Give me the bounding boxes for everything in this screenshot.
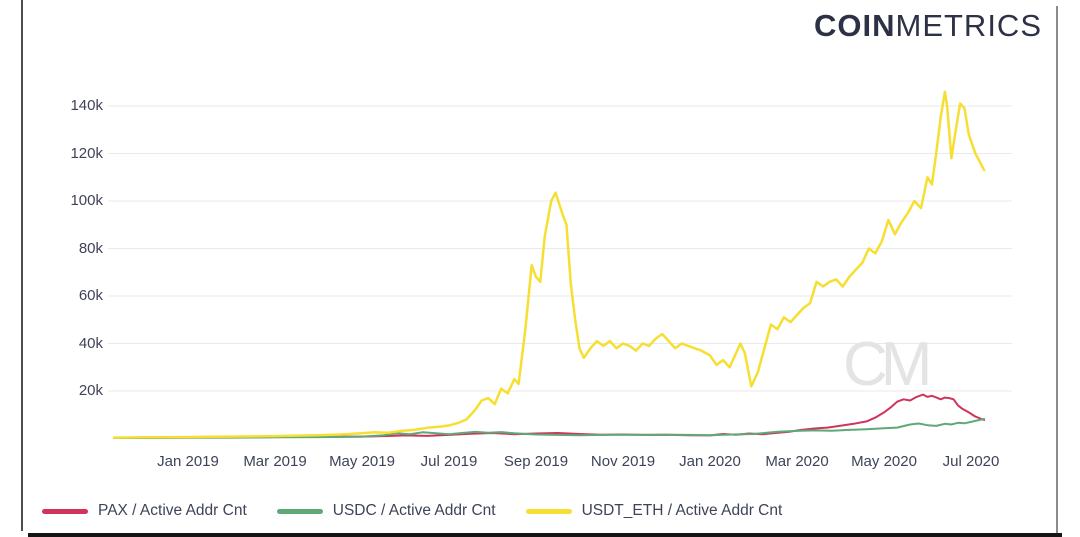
x-axis-tick-label: Jan 2019	[157, 453, 219, 470]
bottom-border-bar	[28, 533, 1062, 537]
x-axis-tick-label: May 2019	[329, 453, 395, 470]
x-axis-tick-label: Jul 2020	[942, 453, 1000, 470]
cm-watermark: CM	[843, 330, 932, 399]
left-border-line	[21, 0, 23, 531]
x-axis-tick-label: Jan 2020	[679, 453, 741, 470]
y-axis-tick-label: 40k	[78, 334, 103, 352]
x-axis-tick-label: Mar 2019	[243, 453, 307, 470]
legend-swatch	[42, 508, 88, 514]
series-line-usdt_eth[interactable]	[112, 90, 986, 439]
legend-item-usdt_eth[interactable]: USDT_ETH / Active Addr Cnt	[525, 502, 783, 520]
series-line-usdc[interactable]	[113, 418, 986, 439]
series-line-pax[interactable]	[113, 393, 986, 439]
chart-legend: PAX / Active Addr Cnt USDC / Active Addr …	[42, 502, 782, 520]
legend-item-pax[interactable]: PAX / Active Addr Cnt	[42, 502, 247, 520]
x-axis-tick-label: Mar 2020	[765, 453, 829, 470]
y-axis-tick-label: 80k	[78, 239, 103, 257]
legend-swatch	[276, 508, 323, 514]
y-axis-tick-label: 140k	[70, 97, 103, 114]
y-axis-tick-label: 20k	[78, 382, 103, 399]
x-axis-tick-label: May 2020	[851, 453, 917, 470]
y-axis-tick-label: 60k	[78, 287, 103, 304]
y-axis-tick-label: 120k	[70, 144, 103, 162]
x-axis-tick-label: Nov 2019	[590, 453, 656, 470]
legend-label: USDT_ETH / Active Addr Cnt	[581, 502, 783, 519]
y-axis-tick-label: 100k	[70, 192, 103, 209]
legend-swatch	[525, 508, 572, 514]
coinmetrics-logo: COINMETRICS	[814, 8, 1042, 44]
legend-label: PAX / Active Addr Cnt	[98, 502, 247, 519]
legend-item-usdc[interactable]: USDC / Active Addr Cnt	[276, 502, 496, 520]
x-axis-tick-label: Jul 2019	[420, 453, 478, 470]
logo-bold-text: COIN	[814, 8, 896, 43]
right-border-line	[1056, 6, 1058, 533]
logo-light-text: METRICS	[895, 8, 1042, 43]
legend-label: USDC / Active Addr Cnt	[332, 502, 496, 519]
x-axis-tick-label: Sep 2019	[503, 453, 569, 470]
